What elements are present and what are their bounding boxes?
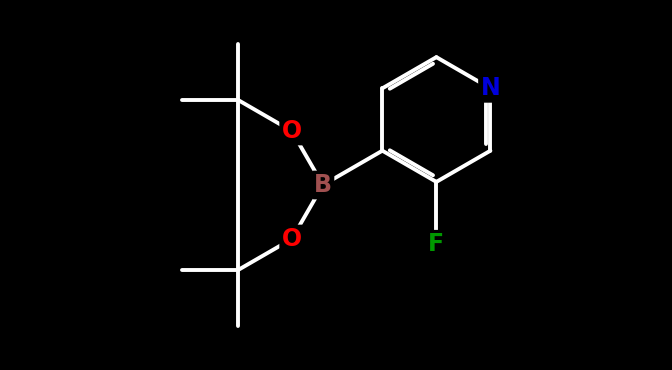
Text: N: N <box>480 76 500 100</box>
Text: O: O <box>282 119 302 143</box>
Text: O: O <box>282 227 302 251</box>
Text: F: F <box>428 232 444 256</box>
Text: B: B <box>314 173 332 197</box>
